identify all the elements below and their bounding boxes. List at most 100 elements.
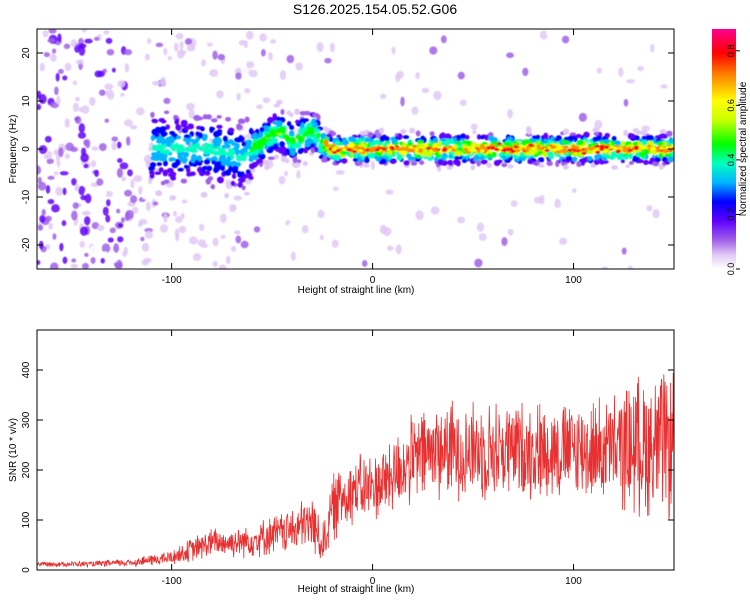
spectrogram-cell (39, 62, 45, 72)
colorbar-tick-label: 0.4 (726, 154, 736, 167)
spectrogram-cell (62, 256, 68, 264)
spectrogram-cell (92, 82, 99, 90)
spectrogram-cell (299, 47, 305, 56)
spectrogram-cell (245, 151, 251, 157)
spectrogram-cell (262, 97, 271, 104)
colorbar-ticks: 0.0 0.2 0.4 0.6 0.8 (726, 45, 740, 275)
spectrogram-cell (410, 161, 418, 166)
spectrogram-cell (628, 161, 634, 165)
spectrogram-cell (416, 139, 424, 144)
spectrogram-cell (457, 201, 467, 212)
spectrogram-cell (311, 122, 318, 128)
spectrogram-cell (426, 151, 432, 157)
spectrogram-cell (221, 160, 226, 166)
spectrogram-cell (535, 160, 540, 166)
spectrogram-cell (231, 160, 238, 167)
spectrogram-cell (105, 190, 113, 198)
spectrogram-cell (602, 156, 608, 161)
spectrogram-peak (479, 144, 485, 148)
spectrogram-cell (587, 156, 593, 162)
spectrogram-cell (225, 179, 232, 187)
spectrogram-peak (331, 147, 337, 152)
spectrogram-cell (472, 129, 477, 135)
spectrogram-cell (217, 137, 222, 145)
spectrogram-cell (635, 130, 643, 135)
spectrogram-cell (258, 149, 264, 155)
spectrogram-cell (160, 180, 166, 186)
spectrogram-cell (620, 159, 626, 164)
spectrogram-cell (278, 49, 285, 59)
spectrogram-cell (253, 132, 258, 138)
spectrogram-cell (268, 145, 276, 151)
spectrogram-cell (400, 129, 407, 135)
spectrogram-cell (98, 89, 106, 96)
spectrogram-cell (194, 159, 199, 165)
spectrogram-cell (492, 152, 497, 158)
spectrogram-cell (546, 160, 553, 166)
spectrogram-cell (272, 120, 277, 125)
figure-title: S126.2025.154.05.52.G06 (293, 1, 457, 17)
spectrogram-cell (210, 184, 215, 190)
spectrogram-peak (616, 149, 622, 153)
spectrogram-cell (201, 166, 206, 173)
spectrogram-cell (116, 208, 121, 214)
spectrogram-cell (212, 156, 217, 162)
spectrogram-cell (177, 167, 184, 172)
spectrogram-cell (455, 150, 462, 157)
spectrogram-cell (421, 87, 430, 93)
spectrogram-cell (440, 35, 447, 44)
spectrogram-cell (479, 124, 487, 131)
spectrogram-peak (510, 149, 516, 153)
spectrogram-cell (58, 147, 64, 158)
spectrogram-cell (242, 146, 248, 153)
spectrogram-cell (37, 260, 41, 265)
spectrogram-cell (177, 49, 185, 59)
spectrogram-cell (391, 138, 398, 143)
spectrogram-cell (249, 127, 254, 135)
y-tick-label: 0 (21, 146, 32, 152)
spectrogram-cell (138, 221, 143, 228)
spectrogram-cell (289, 149, 296, 156)
spectrogram-peak (562, 149, 568, 153)
spectrogram-cell (421, 54, 427, 60)
spectrogram-cell (567, 135, 574, 142)
spectrogram-cell (250, 146, 255, 152)
spectrogram-cell (525, 126, 532, 133)
spectrogram-cell (310, 147, 315, 154)
spectrogram-cell (637, 59, 647, 68)
spectrogram-peak (368, 149, 374, 153)
spectrogram-cell (141, 259, 149, 266)
spectrogram-cell (64, 118, 70, 128)
spectrogram-cell (44, 135, 52, 143)
spectrogram-cell (296, 170, 301, 179)
spectrogram-cell (155, 190, 163, 197)
spectrogram-cell (163, 149, 171, 155)
spectrogram-cell (153, 155, 160, 162)
spectrogram-cell (215, 119, 225, 126)
spectrogram-cell (37, 181, 47, 191)
spectrogram-cell (120, 204, 126, 214)
spectrogram-cell (47, 199, 55, 205)
spectrogram-cell (476, 134, 481, 140)
spectrogram-cell (212, 50, 218, 60)
spectrogram-peak (425, 146, 431, 150)
spectrogram-cell (637, 158, 644, 164)
spectrogram-cell (279, 70, 287, 81)
spectrogram-cell (238, 39, 247, 46)
spectrogram-cell (593, 131, 599, 136)
spectrogram-cell (163, 213, 168, 223)
spectrogram-cell (74, 96, 81, 102)
spectrogram-cell (324, 57, 332, 64)
spectrogram-cell (241, 65, 250, 76)
spectrogram-x-ticks: -100 0 100 (162, 29, 582, 286)
spectrogram-cell (505, 153, 512, 158)
spectrogram-cell (441, 140, 446, 146)
spectrogram-cell (335, 169, 345, 175)
spectrogram-cell (264, 133, 272, 139)
spectrogram-cell (107, 89, 115, 100)
spectrogram-cell (256, 104, 263, 110)
spectrogram-cell (313, 127, 318, 133)
spectrogram-peak (496, 142, 502, 146)
spectrogram-cell (185, 139, 191, 146)
spectrogram-cell (120, 183, 128, 190)
